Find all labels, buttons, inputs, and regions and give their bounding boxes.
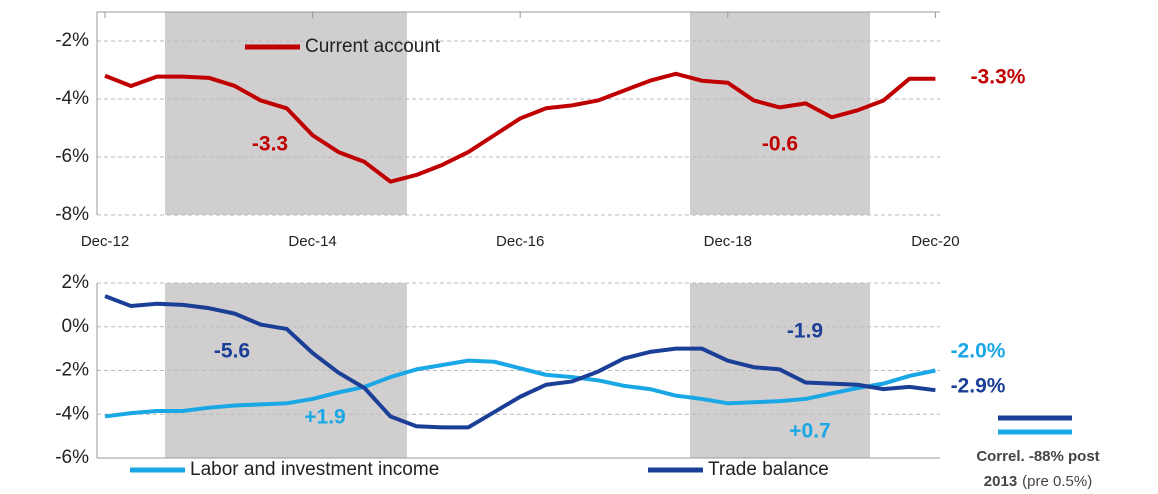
x-tick-label: Dec-20	[911, 233, 959, 250]
y-tick-label: 0%	[62, 316, 90, 337]
x-tick-label: Dec-18	[704, 233, 752, 250]
annotation: -3.3%	[971, 66, 1026, 89]
y-tick-label: -8%	[55, 204, 89, 225]
note: Correl. -88% post	[976, 448, 1099, 465]
x-tick-label: Dec-12	[81, 233, 129, 250]
x-tick-label: Dec-16	[496, 233, 544, 250]
y-tick-label: -2%	[55, 30, 89, 51]
y-tick-label: -6%	[55, 447, 89, 468]
legend-label: Trade balance	[708, 459, 829, 480]
y-tick-label: -4%	[55, 88, 89, 109]
annotation: +0.7	[789, 420, 830, 443]
annotation: -3.3	[252, 133, 288, 156]
note: (pre 0.5%)	[1022, 473, 1092, 490]
note: 2013	[984, 473, 1017, 490]
series-line	[104, 71, 936, 184]
y-tick-label: -6%	[55, 146, 89, 167]
legend-label: Labor and investment income	[190, 459, 439, 480]
y-tick-label: 2%	[62, 272, 90, 293]
annotation: -2.9%	[951, 375, 1006, 398]
annotation: +1.9	[304, 406, 345, 429]
annotation: -0.6	[762, 133, 798, 156]
series-line	[104, 294, 936, 430]
annotation: -2.0%	[951, 340, 1006, 363]
y-tick-label: -4%	[55, 403, 89, 424]
annotation: -5.6	[214, 340, 250, 363]
note: 2013 (pre 0.5%)	[984, 473, 1092, 490]
legend-label: Current account	[305, 36, 441, 57]
series-line	[104, 358, 936, 419]
annotation: -1.9	[787, 320, 823, 343]
y-tick-label: -2%	[55, 360, 89, 381]
x-tick-label: Dec-14	[288, 233, 336, 250]
